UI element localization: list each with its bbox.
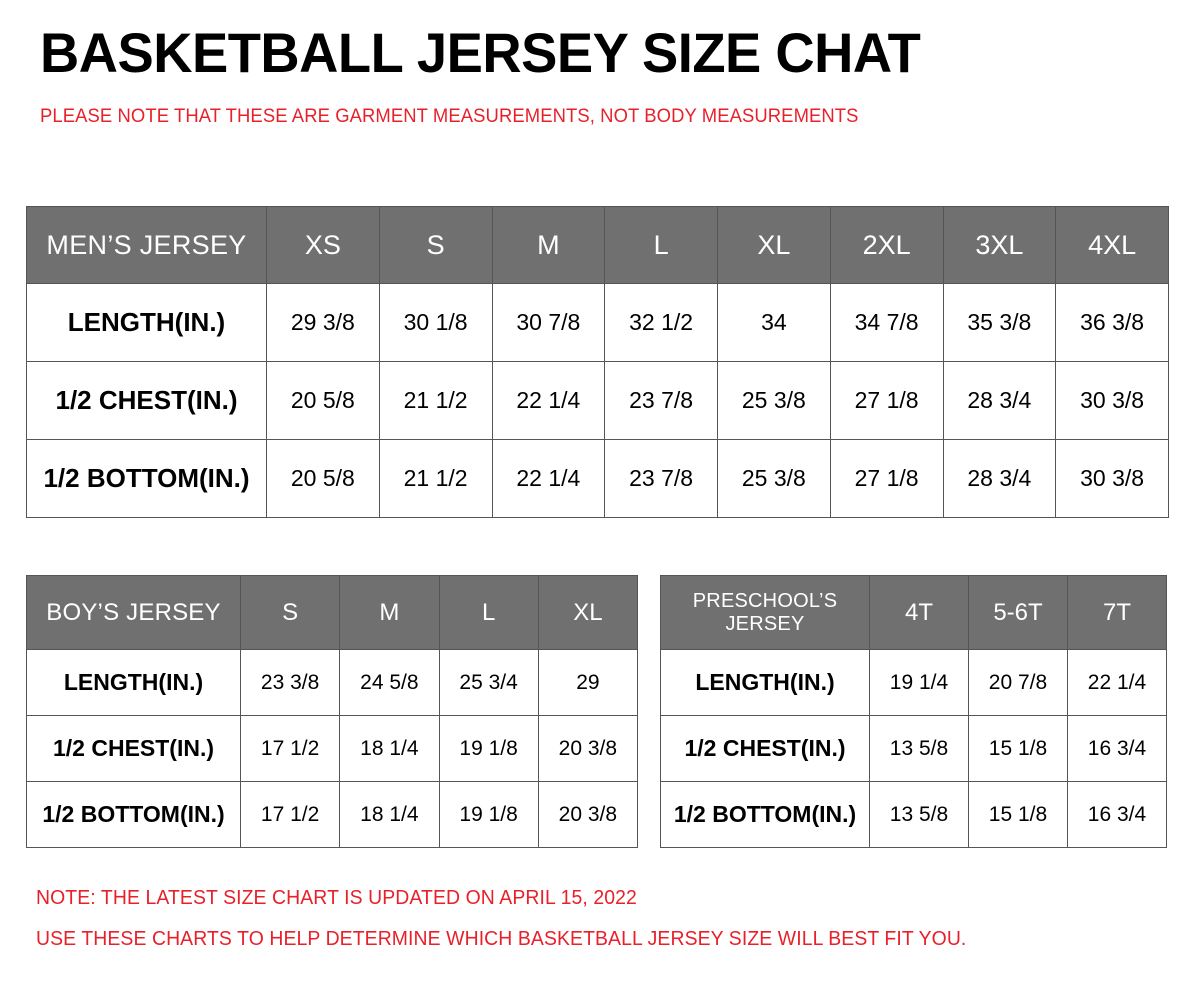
boys-measurement-cell: 20 3/8 [537, 781, 639, 848]
preschool-measurement-cell: 16 3/4 [1067, 781, 1167, 848]
preschool-table-corner-label: PRESCHOOL’S JERSEY [660, 575, 870, 650]
boys-row-label: LENGTH(IN.) [26, 649, 241, 716]
mens-measurement-cell: 29 3/8 [266, 283, 380, 362]
table-header-row: MEN’S JERSEY XS S M L XL 2XL 3XL 4XL [26, 206, 1169, 284]
preschool-size-header-5-6t: 5-6T [968, 575, 1068, 650]
mens-measurement-cell: 27 1/8 [829, 361, 944, 440]
preschool-measurement-cell: 15 1/8 [968, 715, 1068, 782]
update-date-note: NOTE: THE LATEST SIZE CHART IS UPDATED O… [36, 887, 637, 909]
preschool-measurement-cell: 22 1/4 [1067, 649, 1167, 716]
mens-measurement-cell: 23 7/8 [604, 361, 718, 440]
preschool-size-header-7t: 7T [1067, 575, 1167, 650]
preschool-measurement-cell: 16 3/4 [1067, 715, 1167, 782]
mens-measurement-cell: 27 1/8 [829, 439, 944, 518]
preschool-row-label: 1/2 CHEST(IN.) [660, 715, 870, 782]
mens-measurement-cell: 30 1/8 [378, 283, 493, 362]
table-row: 1/2 CHEST(IN.) 13 5/8 15 1/8 16 3/4 [660, 715, 1167, 782]
mens-size-header-l: L [604, 206, 718, 284]
mens-measurement-cell: 28 3/4 [942, 361, 1057, 440]
mens-measurement-cell: 25 3/8 [717, 361, 831, 440]
mens-measurement-cell: 25 3/8 [717, 439, 831, 518]
mens-measurement-cell: 30 7/8 [491, 283, 606, 362]
mens-measurement-cell: 35 3/8 [942, 283, 1057, 362]
boys-size-header-s: S [239, 575, 341, 650]
mens-jersey-size-table: MEN’S JERSEY XS S M L XL 2XL 3XL 4XL LENGTH(IN.… [26, 206, 1169, 518]
boys-measurement-cell: 18 1/4 [339, 715, 440, 782]
table-row: LENGTH(IN.) 23 3/8 24 5/8 25 3/4 29 [26, 649, 639, 716]
boys-jersey-size-table: BOY’S JERSEY S M L XL LENGTH(IN.) 23 3/8 24 5… [26, 575, 639, 848]
mens-row-label: 1/2 BOTTOM(IN.) [26, 439, 267, 518]
preschool-size-header-4t: 4T [869, 575, 969, 650]
mens-size-header-4xl: 4XL [1055, 206, 1169, 284]
table-row: 1/2 BOTTOM(IN.) 13 5/8 15 1/8 16 3/4 [660, 781, 1167, 848]
boys-measurement-cell: 23 3/8 [239, 649, 341, 716]
boys-measurement-cell: 29 [537, 649, 639, 716]
table-row: 1/2 BOTTOM(IN.) 20 5/8 21 1/2 22 1/4 23 7/8 2… [26, 439, 1169, 518]
mens-measurement-cell: 21 1/2 [378, 361, 493, 440]
preschool-measurement-cell: 19 1/4 [869, 649, 969, 716]
boys-row-label: 1/2 CHEST(IN.) [26, 715, 241, 782]
garment-measurement-note: PLEASE NOTE THAT THESE ARE GARMENT MEASU… [40, 106, 859, 127]
mens-measurement-cell: 28 3/4 [942, 439, 1057, 518]
boys-measurement-cell: 17 1/2 [239, 781, 341, 848]
mens-measurement-cell: 34 [717, 283, 831, 362]
mens-size-header-2xl: 2XL [829, 206, 944, 284]
mens-measurement-cell: 36 3/8 [1055, 283, 1169, 362]
mens-measurement-cell: 30 3/8 [1055, 361, 1169, 440]
preschool-measurement-cell: 13 5/8 [869, 781, 969, 848]
mens-row-label: LENGTH(IN.) [26, 283, 267, 362]
boys-measurement-cell: 20 3/8 [537, 715, 639, 782]
mens-measurement-cell: 30 3/8 [1055, 439, 1169, 518]
preschool-row-label: 1/2 BOTTOM(IN.) [660, 781, 870, 848]
preschool-table-header: PRESCHOOL’S JERSEY 4T 5-6T 7T [660, 575, 1167, 650]
table-row: 1/2 BOTTOM(IN.) 17 1/2 18 1/4 19 1/8 20 3/8 [26, 781, 639, 848]
preschool-measurement-cell: 13 5/8 [869, 715, 969, 782]
preschool-jersey-size-table: PRESCHOOL’S JERSEY 4T 5-6T 7T LENGTH(IN.) 1… [660, 575, 1167, 848]
table-header-row: PRESCHOOL’S JERSEY 4T 5-6T 7T [660, 575, 1167, 650]
mens-measurement-cell: 22 1/4 [491, 439, 606, 518]
mens-row-label: 1/2 CHEST(IN.) [26, 361, 267, 440]
preschool-measurement-cell: 20 7/8 [968, 649, 1068, 716]
boys-table-header: BOY’S JERSEY S M L XL [26, 575, 639, 650]
mens-size-header-s: S [378, 206, 493, 284]
mens-size-header-xs: XS [266, 206, 380, 284]
mens-measurement-cell: 34 7/8 [829, 283, 944, 362]
mens-size-header-xl: XL [717, 206, 831, 284]
mens-measurement-cell: 20 5/8 [266, 361, 380, 440]
boys-measurement-cell: 18 1/4 [339, 781, 440, 848]
boys-measurement-cell: 17 1/2 [239, 715, 341, 782]
mens-measurement-cell: 32 1/2 [604, 283, 718, 362]
mens-measurement-cell: 21 1/2 [378, 439, 493, 518]
preschool-row-label: LENGTH(IN.) [660, 649, 870, 716]
mens-size-header-m: M [491, 206, 606, 284]
boys-size-header-m: M [339, 575, 440, 650]
boys-size-header-xl: XL [537, 575, 639, 650]
boys-table-corner-label: BOY’S JERSEY [26, 575, 241, 650]
mens-table-body: LENGTH(IN.) 29 3/8 30 1/8 30 7/8 32 1/2 34 34 … [26, 283, 1169, 518]
table-row: LENGTH(IN.) 29 3/8 30 1/8 30 7/8 32 1/2 34 34 … [26, 283, 1169, 362]
boys-measurement-cell: 24 5/8 [339, 649, 440, 716]
page-title: BASKETBALL JERSEY SIZE CHAT [40, 21, 921, 84]
boys-measurement-cell: 19 1/8 [438, 715, 539, 782]
table-header-row: BOY’S JERSEY S M L XL [26, 575, 639, 650]
mens-table-corner-label: MEN’S JERSEY [26, 206, 267, 284]
mens-measurement-cell: 20 5/8 [266, 439, 380, 518]
mens-size-header-3xl: 3XL [942, 206, 1057, 284]
mens-table-header: MEN’S JERSEY XS S M L XL 2XL 3XL 4XL [26, 206, 1169, 284]
boys-row-label: 1/2 BOTTOM(IN.) [26, 781, 241, 848]
mens-measurement-cell: 23 7/8 [604, 439, 718, 518]
preschool-table-body: LENGTH(IN.) 19 1/4 20 7/8 22 1/4 1/2 CHEST(I… [660, 649, 1167, 848]
table-row: 1/2 CHEST(IN.) 20 5/8 21 1/2 22 1/4 23 7/8 25… [26, 361, 1169, 440]
boys-measurement-cell: 25 3/4 [438, 649, 539, 716]
boys-measurement-cell: 19 1/8 [438, 781, 539, 848]
boys-size-header-l: L [438, 575, 539, 650]
mens-measurement-cell: 22 1/4 [491, 361, 606, 440]
preschool-measurement-cell: 15 1/8 [968, 781, 1068, 848]
boys-table-body: LENGTH(IN.) 23 3/8 24 5/8 25 3/4 29 1/2 CHEST… [26, 649, 639, 848]
table-row: LENGTH(IN.) 19 1/4 20 7/8 22 1/4 [660, 649, 1167, 716]
table-row: 1/2 CHEST(IN.) 17 1/2 18 1/4 19 1/8 20 3/8 [26, 715, 639, 782]
usage-instruction-note: USE THESE CHARTS TO HELP DETERMINE WHICH… [36, 928, 967, 950]
